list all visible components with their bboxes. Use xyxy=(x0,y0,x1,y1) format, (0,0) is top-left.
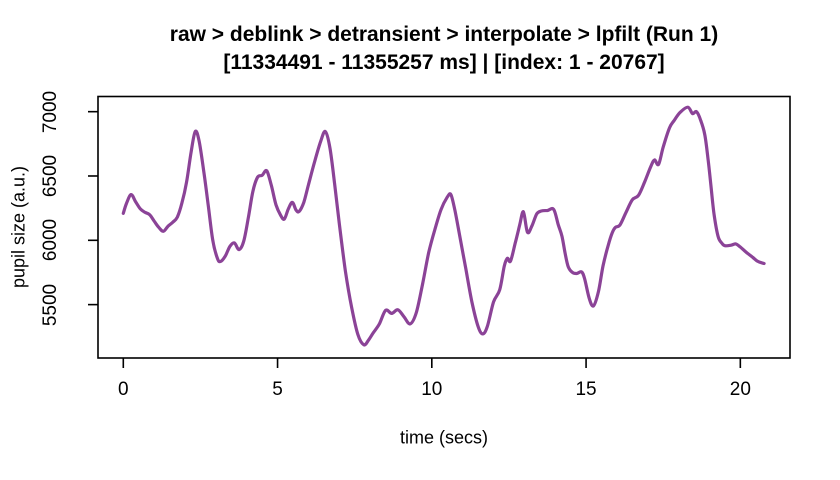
x-tick-label: 15 xyxy=(575,379,597,400)
y-tick-label: 6000 xyxy=(40,219,61,262)
plot-border xyxy=(97,95,791,359)
chart-subtitle: [11334491 - 11355257 ms] | [index: 1 - 2… xyxy=(223,51,665,74)
x-tick-label: 0 xyxy=(118,379,129,400)
y-axis-label: pupil size (a.u.) xyxy=(8,165,29,289)
y-tick-label: 6500 xyxy=(40,154,61,198)
x-axis-label: time (secs) xyxy=(399,427,489,448)
x-tick-label: 10 xyxy=(421,379,443,400)
pupil-trace-line xyxy=(121,105,766,347)
x-tick-label: 20 xyxy=(729,379,751,400)
chart-title: raw > deblink > detransient > interpolat… xyxy=(169,23,719,46)
y-tick-label: 5500 xyxy=(40,283,61,326)
x-tick-label: 5 xyxy=(272,379,283,400)
y-tick-label: 7000 xyxy=(40,90,61,133)
